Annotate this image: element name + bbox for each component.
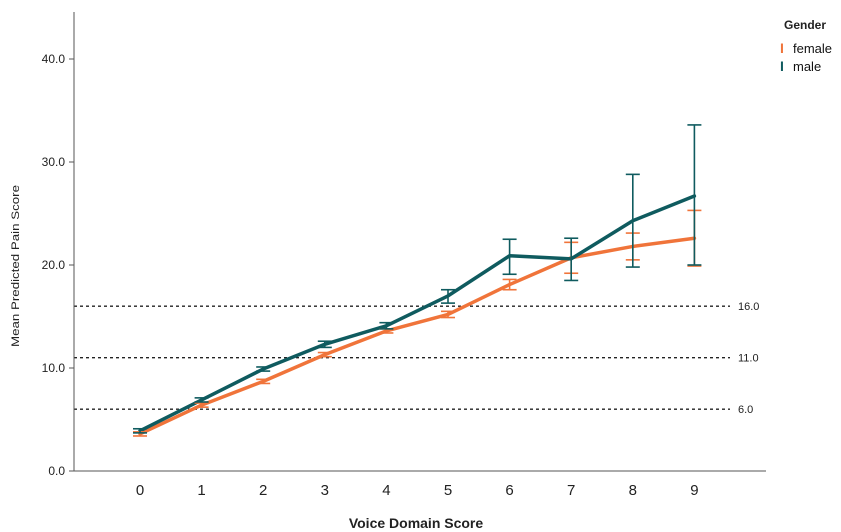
legend-swatch-female: I bbox=[780, 40, 784, 56]
reference-lines: 16.0 11.0 6.0 bbox=[74, 301, 759, 416]
y-axis-title: Mean Predicted Pain Score bbox=[10, 185, 22, 347]
x-tick-label: 8 bbox=[629, 482, 637, 499]
error-bar-female bbox=[441, 310, 455, 319]
error-bar-male bbox=[441, 288, 455, 304]
x-tick-label: 2 bbox=[259, 482, 267, 499]
axes bbox=[73, 12, 766, 472]
legend-label-female: female bbox=[793, 40, 833, 56]
y-tick-label: 20.0 bbox=[42, 258, 66, 272]
y-tick-label: 0.0 bbox=[48, 464, 65, 478]
x-tick-label: 6 bbox=[505, 482, 513, 499]
error-bar-male bbox=[379, 321, 394, 330]
error-bar-male bbox=[317, 340, 332, 349]
x-tick-label: 9 bbox=[690, 482, 698, 499]
x-tick-label: 7 bbox=[567, 482, 575, 499]
x-tick-label: 3 bbox=[321, 482, 329, 499]
reference-line-label: 6.0 bbox=[738, 404, 753, 416]
error-bar-male bbox=[194, 397, 209, 403]
legend-swatch-male: I bbox=[780, 58, 784, 74]
error-bar-male bbox=[625, 173, 640, 268]
error-bar-male bbox=[133, 427, 147, 434]
reference-line-label: 11.0 bbox=[738, 353, 759, 365]
y-tick-label: 10.0 bbox=[42, 361, 66, 375]
reference-line-label: 16.0 bbox=[738, 301, 759, 313]
legend-label-male: male bbox=[793, 58, 822, 74]
y-ticks: 0.0 10.0 20.0 30.0 40.0 bbox=[42, 52, 74, 478]
error-bar-female bbox=[317, 351, 332, 358]
error-bar-female bbox=[194, 402, 209, 408]
y-tick-label: 30.0 bbox=[42, 155, 66, 169]
error-bar-male bbox=[502, 238, 517, 276]
error-bar-male bbox=[687, 124, 702, 266]
x-tick-label: 0 bbox=[136, 482, 144, 499]
x-tick-label: 1 bbox=[197, 482, 205, 499]
legend-title: Gender bbox=[784, 18, 827, 32]
y-tick-label: 40.0 bbox=[42, 52, 66, 66]
legend-item-male: I male bbox=[780, 57, 832, 75]
x-tick-label: 5 bbox=[444, 482, 452, 499]
series bbox=[133, 124, 702, 437]
error-bar-female bbox=[256, 378, 271, 385]
legend-item-female: I female bbox=[780, 39, 832, 57]
x-axis-title: Voice Domain Score bbox=[349, 515, 484, 531]
legend: Gender I female I male bbox=[780, 18, 832, 75]
error-bar-male bbox=[564, 237, 579, 282]
x-tick-label: 4 bbox=[382, 482, 390, 499]
series-line-male bbox=[138, 194, 697, 433]
error-bar-male bbox=[256, 366, 271, 372]
x-ticks: 0 1 2 3 4 5 6 7 8 9 bbox=[136, 482, 699, 499]
series-line-female bbox=[138, 236, 697, 436]
error-bar-female bbox=[502, 278, 517, 291]
